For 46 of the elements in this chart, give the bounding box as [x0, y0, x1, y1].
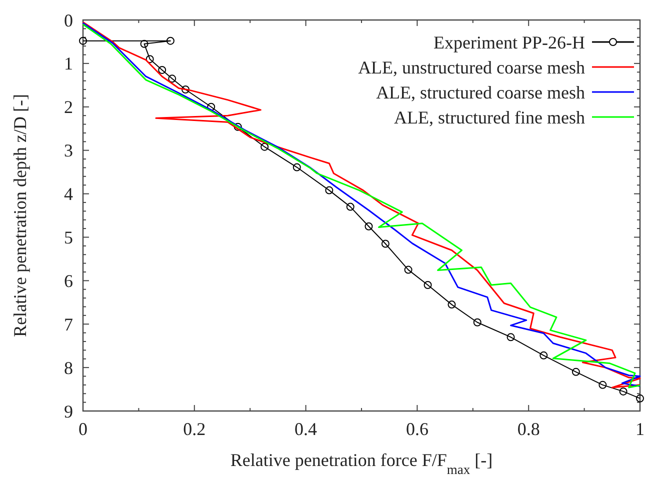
x-tick-label: 0: [78, 419, 88, 439]
point: [140, 40, 148, 48]
y-tick-label: 3: [64, 140, 73, 161]
x-tick-label: 0.4: [294, 419, 318, 439]
point: [146, 55, 154, 64]
point: [292, 163, 301, 172]
point: [79, 36, 87, 45]
point: [619, 387, 628, 396]
y-tick-label: 7: [64, 314, 73, 334]
x-tick-label: 0.6: [406, 419, 428, 439]
point: [346, 202, 354, 211]
y-tick-label: 4: [64, 184, 73, 204]
point: [181, 86, 190, 94]
x-tick-label: 0.8: [517, 419, 540, 439]
point: [234, 122, 242, 131]
legend-label: Experiment PP-26-H: [434, 32, 585, 52]
legend-label: ALE, unstructured coarse mesh: [358, 57, 585, 78]
point: [168, 74, 176, 83]
point: [473, 318, 482, 326]
y-tick-label: 9: [64, 401, 73, 422]
y-tick-label: 2: [64, 97, 73, 118]
point: [260, 142, 269, 151]
point: [364, 222, 373, 230]
point: [381, 240, 390, 248]
y-tick-label: 5: [64, 228, 73, 248]
y-tick-label: 1: [64, 54, 73, 74]
legend-label: ALE, structured coarse mesh: [376, 82, 585, 102]
y-tick-label: 0: [64, 10, 73, 30]
x-tick-label: 1: [636, 419, 644, 439]
y-axis-title: Relative penetration depth z/D [-]: [10, 94, 30, 337]
y-tick-label: 8: [64, 358, 73, 378]
point: [424, 281, 432, 290]
legend-label: ALE, structured fine mesh: [394, 107, 585, 128]
point: [404, 266, 412, 274]
y-tick-label: 6: [64, 270, 73, 291]
point: [166, 36, 174, 45]
point: [598, 380, 607, 389]
x-tick-label: 0.2: [183, 419, 206, 439]
point: [572, 368, 580, 376]
point: [506, 333, 515, 342]
point: [158, 66, 166, 74]
point: [540, 351, 548, 360]
point: [448, 300, 456, 309]
point: [325, 186, 334, 194]
x-axis-title: Relative penetration force F/F$_{max}$ [-]: [230, 450, 493, 476]
point: [636, 394, 644, 402]
